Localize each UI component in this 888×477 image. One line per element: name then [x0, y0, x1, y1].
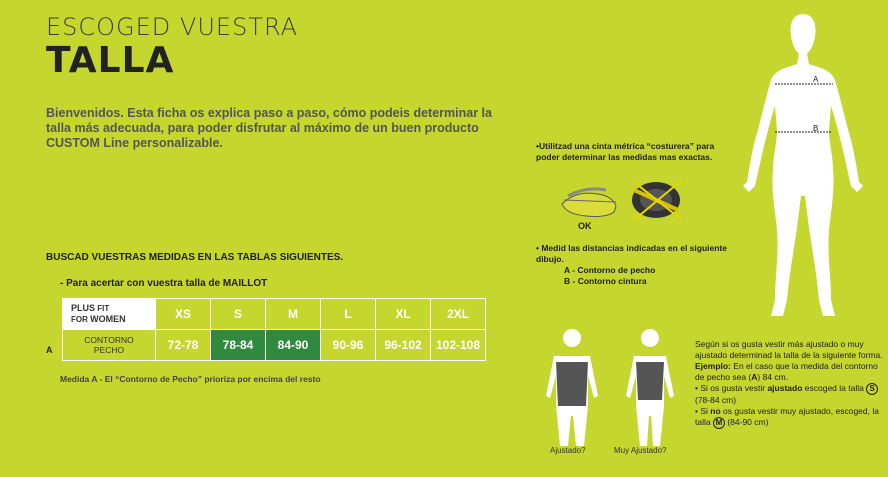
- label-b: B: [813, 124, 818, 133]
- size-header: L: [320, 298, 376, 330]
- tape-wrong-icon: [632, 179, 683, 221]
- row-marker: A: [46, 345, 53, 355]
- label-ajustado: Ajustado?: [550, 446, 586, 455]
- size-header: XL: [375, 298, 431, 330]
- maillot-note: - Para acertar con vuestra talla de MAIL…: [60, 278, 268, 289]
- tables-heading: BUSCAD VUESTRAS MEDIDAS EN LAS TABLAS SI…: [46, 252, 344, 263]
- intro-text: Bienvenidos. Esta ficha os explica paso …: [46, 106, 492, 150]
- size-value: 78-84: [210, 329, 266, 361]
- size-header: M: [265, 298, 321, 330]
- size-header: 2XL: [430, 298, 486, 330]
- figure-ajustado: [546, 329, 598, 446]
- figure-muy-ajustado: [626, 329, 674, 446]
- tip-tape: •Utilitzad una cinta métrica “costurera”…: [536, 141, 715, 162]
- fit-figures: [546, 329, 674, 446]
- body-silhouette: A B: [743, 14, 863, 316]
- size-value: 102-108: [430, 329, 486, 361]
- size-value: 72-78: [155, 329, 211, 361]
- tape-illustration: [561, 179, 683, 221]
- label-muy-ajustado: Muy Ajustado?: [614, 446, 667, 455]
- tip-measure: • Medid las distancias indicadas en el s…: [536, 243, 727, 286]
- ok-label: OK: [578, 221, 592, 231]
- size-value: 96-102: [375, 329, 431, 361]
- page-title: TALLA: [46, 40, 175, 81]
- size-header: XS: [155, 298, 211, 330]
- tape-ok-icon: [561, 187, 617, 217]
- row-label: CONTORNO PECHO: [62, 329, 156, 361]
- size-table: PLUS FIT FOR WOMEN XS S M L XL 2XL CONTO…: [62, 298, 486, 361]
- fit-label: PLUS FIT FOR WOMEN: [62, 298, 156, 330]
- label-a: A: [813, 75, 819, 84]
- measure-note: Medida A - El “Contorno de Pecho” priori…: [60, 374, 321, 384]
- title-line-1: ESCOGED VUESTRA: [46, 13, 299, 41]
- size-value: 90-96: [320, 329, 376, 361]
- fit-explanation: Según si os gusta vestir más ajustado o …: [695, 339, 883, 429]
- size-value: 84-90: [265, 329, 321, 361]
- size-header: S: [210, 298, 266, 330]
